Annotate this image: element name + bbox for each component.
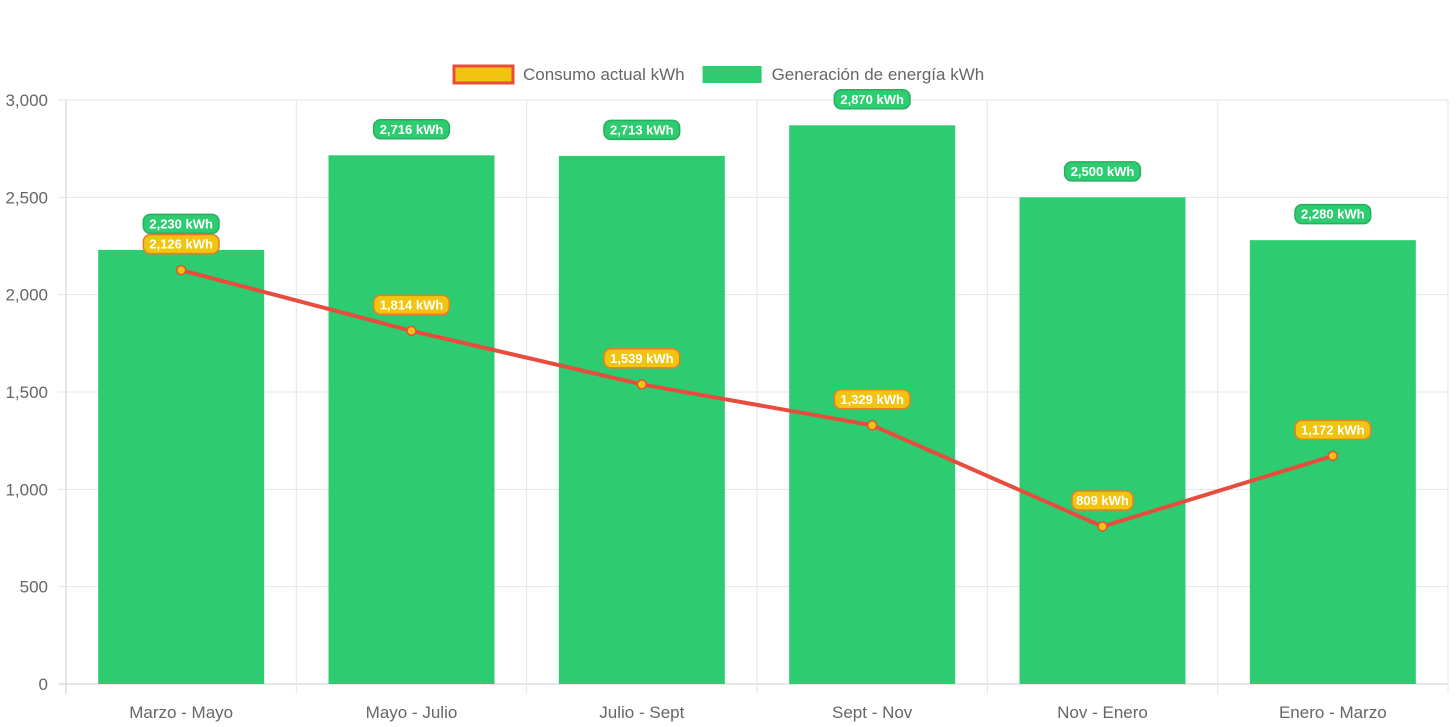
x-tick-label: Enero - Marzo (1279, 703, 1387, 722)
line-data-label: 2,126 kWh (149, 237, 213, 252)
line-point[interactable] (1097, 521, 1108, 532)
line-data-label-bg (1294, 419, 1372, 441)
bar[interactable] (328, 155, 495, 684)
legend-label[interactable]: Generación de energía kWh (772, 65, 985, 84)
bar-data-label-bg (1063, 161, 1142, 182)
bar[interactable] (98, 249, 265, 685)
line-point[interactable] (175, 264, 187, 276)
bar-data-label: 2,713 kWh (610, 122, 674, 137)
bar-data-label-bg (142, 213, 220, 235)
line-point[interactable] (636, 379, 648, 390)
bar-data-label: 2,280 kWh (1301, 207, 1365, 222)
bar-data-label: 2,500 kWh (1071, 164, 1135, 179)
y-tick-label: 0 (39, 675, 48, 694)
x-axis: Marzo - Mayo Mayo - Julio Julio - Sept Sept… (129, 703, 1386, 722)
line-data-label: 1,172 kWh (1301, 422, 1365, 437)
x-tick-label: Mayo - Julio (366, 703, 458, 722)
line-data-label-bg (142, 233, 220, 255)
y-tick-label: 1,500 (5, 383, 48, 402)
data-labels: 2,230 kWh 2,716 kWh 2,713 kWh 2,870 kWh 2,50… (142, 89, 1372, 511)
line-data-label: 1,539 kWh (610, 351, 674, 366)
line-data-label: 1,814 kWh (380, 297, 444, 312)
legend-label[interactable]: Consumo actual kWh (523, 65, 685, 84)
x-tick-label: Marzo - Mayo (129, 703, 233, 722)
legend-swatch[interactable] (702, 66, 762, 83)
bar[interactable] (1249, 240, 1416, 684)
line-data-label: 809 kWh (1076, 493, 1129, 508)
line-path (180, 268, 1334, 529)
x-tick-label: Julio - Sept (599, 703, 684, 722)
line-data-label-bg (372, 294, 451, 316)
line-data-label-bg (833, 389, 911, 410)
bar[interactable] (1019, 197, 1186, 685)
bar-data-label: 2,716 kWh (380, 122, 444, 137)
x-tick-label: Sept - Nov (832, 703, 913, 722)
y-axis: 0 500 1,000 1,500 2,000 2,500 3,000 (5, 91, 48, 694)
line-data-label-bg (603, 348, 681, 369)
legend-swatch[interactable] (452, 64, 515, 85)
bar-data-label-bg (1294, 203, 1372, 225)
line-data-label: 1,329 kWh (840, 392, 904, 407)
y-tick-label: 2,000 (5, 286, 48, 305)
y-tick-label: 500 (20, 578, 48, 597)
line-point[interactable] (1327, 450, 1339, 462)
grid (58, 99, 1449, 694)
line-data-label-bg (1071, 490, 1134, 511)
line-series[interactable] (175, 264, 1339, 532)
bar-data-label-bg (372, 119, 451, 140)
bar-data-label-bg (603, 119, 681, 141)
line-point[interactable] (406, 325, 417, 337)
y-tick-label: 3,000 (5, 91, 48, 110)
y-tick-label: 1,000 (5, 480, 48, 499)
legend[interactable]: Consumo actual kWh Generación de energía … (452, 64, 985, 85)
bar-data-label: 2,230 kWh (149, 216, 213, 231)
bar-data-label: 2,870 kWh (840, 92, 904, 107)
line-point[interactable] (866, 420, 878, 431)
bar[interactable] (558, 155, 725, 685)
x-tick-label: Nov - Enero (1057, 703, 1148, 722)
y-tick-label: 2,500 (5, 188, 48, 207)
bar-data-label-bg (833, 89, 911, 110)
